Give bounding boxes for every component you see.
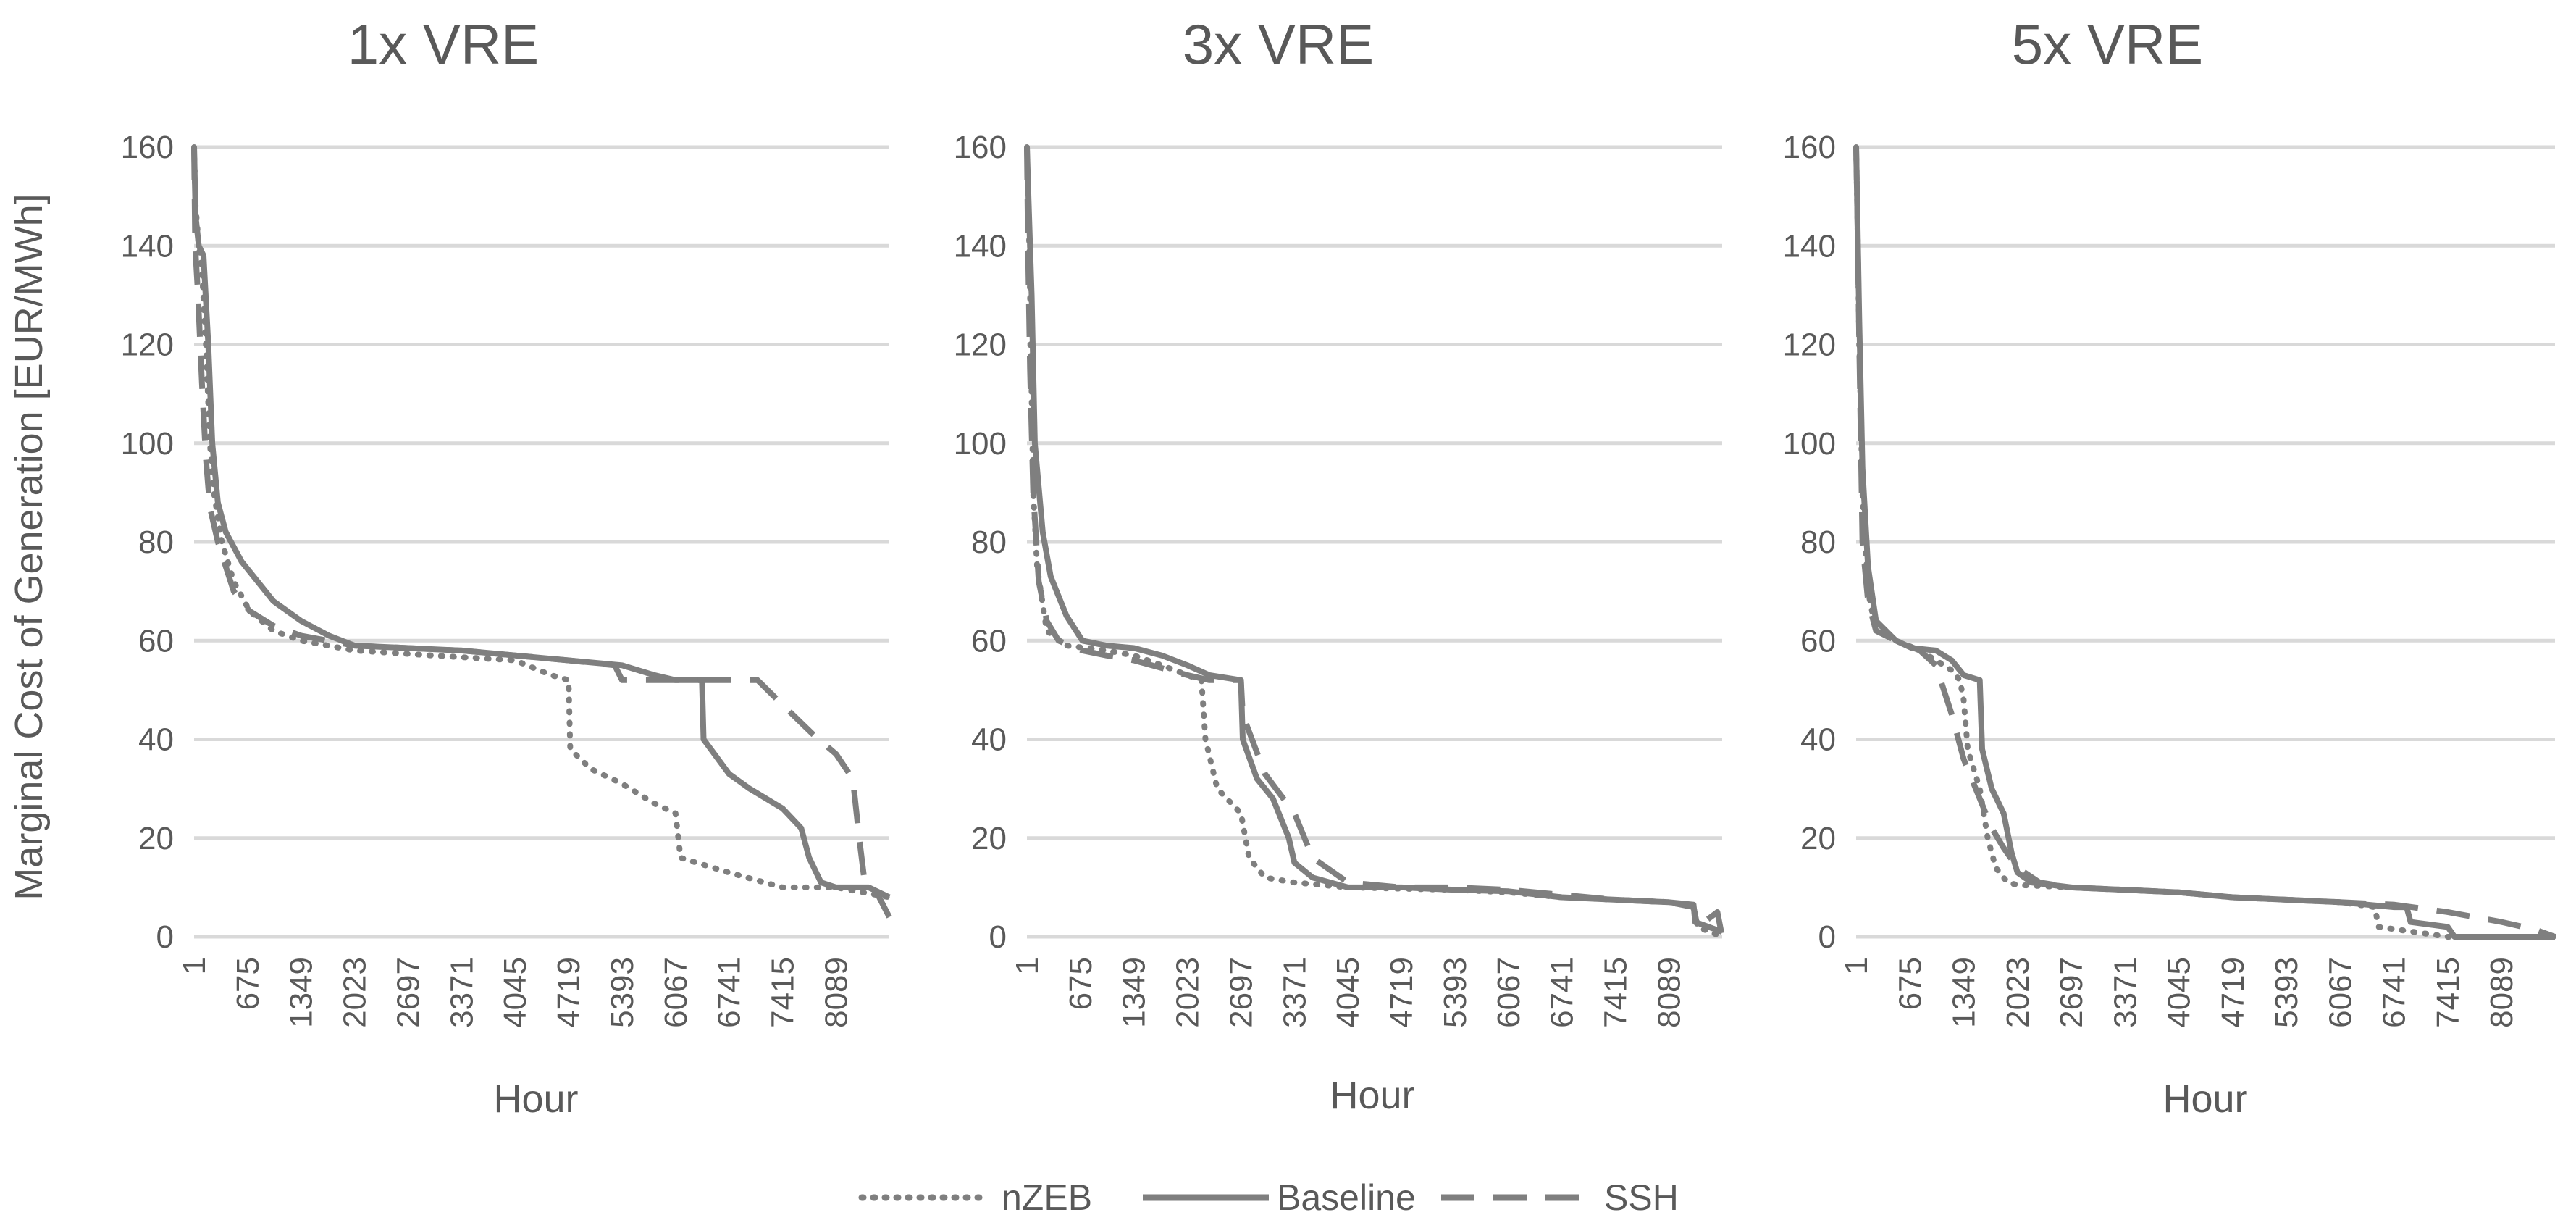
- y-tick-label: 80: [1800, 525, 1836, 560]
- x-tick-label: 1349: [284, 957, 319, 1028]
- y-axis-label: Marginal Cost of Generation [EUR/MWh]: [7, 193, 51, 900]
- series-line-baseline: [1024, 146, 1724, 935]
- panel-5x-vre: 0 20 40 60 80 100 120 140 160 1 675 1349 2023 2697 337…: [1783, 12, 2558, 1121]
- panel-2-ticks: 0 20 40 60 80 100 120 140 160 1 675 1349 2023 2697 337…: [954, 130, 1687, 1028]
- y-tick-label: 160: [954, 130, 1007, 165]
- y-tick-label: 140: [1783, 228, 1836, 264]
- x-tick-label: 8089: [818, 957, 854, 1028]
- x-tick-label: 6067: [2323, 957, 2358, 1028]
- panel-3-title: 5x VRE: [2012, 12, 2203, 76]
- panel-2-title: 3x VRE: [1183, 12, 1374, 76]
- x-tick-label: 5393: [2269, 957, 2304, 1028]
- y-tick-label: 160: [121, 130, 174, 165]
- x-tick-label: 2023: [1170, 957, 1206, 1028]
- legend-label-ssh: SSH: [1604, 1177, 1679, 1218]
- x-tick-label: 7415: [2430, 957, 2466, 1028]
- legend-label-baseline: Baseline: [1277, 1177, 1416, 1218]
- x-tick-label: 4045: [2162, 957, 2197, 1028]
- panel-2-series: [1024, 144, 1725, 940]
- panel-3x-vre: 0 20 40 60 80 100 120 140 160 1 675 1349 2023 2697 337…: [954, 12, 1725, 1117]
- y-tick-label: 160: [1783, 130, 1836, 165]
- x-tick-label: 1349: [1947, 957, 1982, 1028]
- x-tick-label: 2697: [1223, 957, 1259, 1028]
- x-tick-label: 2697: [390, 957, 426, 1028]
- y-tick-label: 20: [138, 821, 174, 856]
- x-tick-label: 7415: [1598, 957, 1634, 1028]
- y-tick-label: 60: [138, 623, 174, 659]
- panel-2-x-axis-label: Hour: [1330, 1074, 1414, 1117]
- x-tick-label: 5393: [605, 957, 640, 1028]
- series-line-nzeb: [191, 144, 892, 901]
- x-tick-label: 2023: [337, 957, 373, 1028]
- x-tick-label: 1: [1010, 957, 1045, 974]
- series-line-ssh: [191, 146, 892, 919]
- y-tick-label: 20: [971, 821, 1007, 856]
- y-tick-label: 60: [971, 623, 1007, 659]
- x-tick-label: 1349: [1117, 957, 1152, 1028]
- panel-3-grid: [1856, 145, 2555, 939]
- y-tick-label: 40: [138, 722, 174, 758]
- x-tick-label: 8089: [2484, 957, 2520, 1028]
- x-tick-label: 675: [1892, 957, 1928, 1010]
- y-tick-label: 120: [954, 327, 1007, 363]
- panel-1-ticks: 0 20 40 60 80 100 120 140 160 1 675 1349 2023 2697 337…: [121, 130, 855, 1028]
- legend-label-nzeb: nZEB: [1002, 1177, 1092, 1218]
- y-tick-label: 80: [138, 525, 174, 560]
- x-tick-label: 6741: [2377, 957, 2412, 1028]
- x-tick-label: 1: [1839, 957, 1874, 974]
- x-tick-label: 4045: [1330, 957, 1366, 1028]
- x-tick-label: 3371: [444, 957, 479, 1028]
- x-tick-label: 4719: [551, 957, 587, 1028]
- y-tick-label: 140: [954, 228, 1007, 264]
- x-tick-label: 4719: [2215, 957, 2251, 1028]
- y-tick-label: 100: [121, 426, 174, 461]
- series-line-ssh: [1024, 146, 1725, 937]
- x-tick-label: 6067: [1491, 957, 1527, 1028]
- panel-1x-vre: 0 20 40 60 80 100 120 140 160 1 675 1349 2023 2697 337…: [121, 12, 892, 1121]
- y-tick-label: 140: [121, 228, 174, 264]
- y-tick-label: 20: [1800, 821, 1836, 856]
- series-line-baseline: [191, 146, 891, 901]
- panel-1-grid: [194, 145, 889, 939]
- y-tick-label: 40: [1800, 722, 1836, 758]
- panel-3-series: [1853, 144, 2558, 940]
- panel-1-series: [191, 144, 892, 919]
- x-tick-label: 6067: [658, 957, 694, 1028]
- x-tick-label: 3371: [2107, 957, 2143, 1028]
- panel-3-x-axis-label: Hour: [2162, 1077, 2247, 1121]
- x-tick-label: 4719: [1384, 957, 1419, 1028]
- x-tick-label: 2023: [2000, 957, 2036, 1028]
- panel-1-x-axis-label: Hour: [493, 1077, 578, 1121]
- panel-3-ticks: 0 20 40 60 80 100 120 140 160 1 675 1349 2023 2697 337…: [1783, 130, 2520, 1028]
- x-tick-label: 3371: [1277, 957, 1312, 1028]
- x-tick-label: 6741: [1545, 957, 1580, 1028]
- y-tick-label: 0: [989, 919, 1007, 955]
- x-tick-label: 5393: [1438, 957, 1473, 1028]
- x-tick-label: 675: [1063, 957, 1099, 1010]
- y-tick-label: 40: [971, 722, 1007, 758]
- y-tick-label: 60: [1800, 623, 1836, 659]
- panel-2-grid: [1027, 145, 1722, 939]
- y-tick-label: 0: [156, 919, 174, 955]
- series-line-ssh: [1853, 146, 2556, 940]
- panel-1-title: 1x VRE: [348, 12, 539, 76]
- y-tick-label: 100: [954, 426, 1007, 461]
- y-tick-label: 120: [121, 327, 174, 363]
- x-tick-label: 8089: [1651, 957, 1687, 1028]
- y-tick-label: 80: [971, 525, 1007, 560]
- x-tick-label: 675: [230, 957, 266, 1010]
- legend: nZEB Baseline SSH: [858, 1177, 1679, 1218]
- y-tick-label: 100: [1783, 426, 1836, 461]
- x-tick-label: 1: [177, 957, 212, 974]
- x-tick-label: 4045: [498, 957, 533, 1028]
- y-tick-label: 120: [1783, 327, 1836, 363]
- y-tick-label: 0: [1818, 919, 1836, 955]
- x-tick-label: 7415: [765, 957, 801, 1028]
- x-tick-label: 6741: [712, 957, 747, 1028]
- x-tick-label: 2697: [2054, 957, 2089, 1028]
